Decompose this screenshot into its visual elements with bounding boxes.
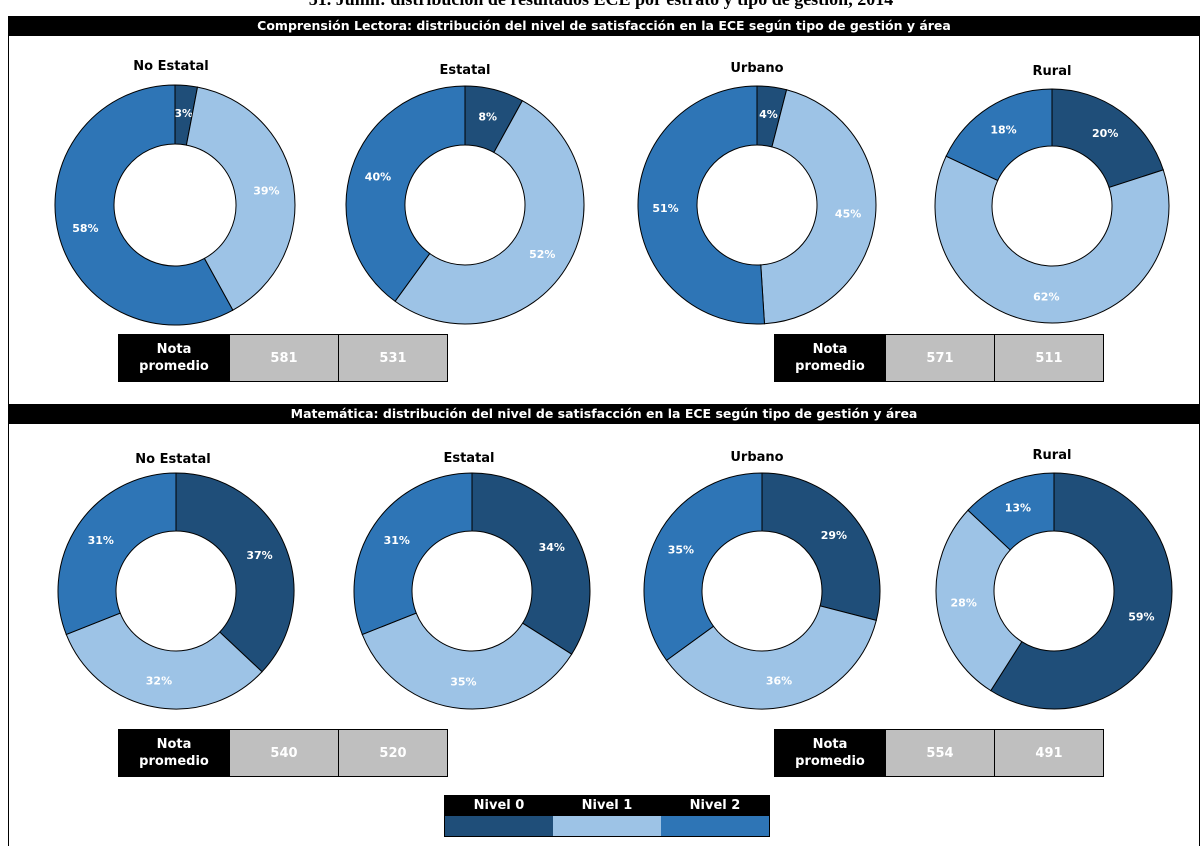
data-label: 4% xyxy=(759,108,778,121)
legend-item-nivel-0: Nivel 0 xyxy=(445,796,553,836)
section-title-matematica: Matemática: distribución del nivel de sa… xyxy=(8,404,1200,424)
score-value: 520 xyxy=(338,730,447,776)
donut-segment-nivel-0 xyxy=(1051,88,1164,189)
data-label: 51% xyxy=(652,202,678,215)
score-value: 554 xyxy=(885,730,994,776)
data-label: 62% xyxy=(1033,290,1059,303)
donut-segment-nivel-2 xyxy=(353,472,473,636)
score-value: 491 xyxy=(994,730,1103,776)
data-label: 3% xyxy=(174,107,193,120)
chart-title-lectura-estatal: Estatal xyxy=(439,63,491,78)
donut-segment-nivel-1 xyxy=(665,605,877,710)
data-label: 34% xyxy=(539,541,565,554)
data-label: 8% xyxy=(478,110,497,123)
data-label: 35% xyxy=(668,544,694,557)
data-label: 13% xyxy=(1005,501,1031,514)
chart-title-lectura-urbano: Urbano xyxy=(730,61,784,76)
data-label: 45% xyxy=(835,208,861,221)
figure-frame xyxy=(8,16,1200,846)
data-label: 28% xyxy=(951,596,977,609)
donut-segment-nivel-1 xyxy=(935,509,1023,692)
chart-title-matematica-urbano: Urbano xyxy=(730,450,784,465)
data-label: 18% xyxy=(990,124,1016,137)
chart-title-lectura-rural: Rural xyxy=(1032,64,1072,79)
legend-item-nivel-2: Nivel 2 xyxy=(661,796,769,836)
legend-label: Nivel 2 xyxy=(661,796,769,816)
chart-title-matematica-rural: Rural xyxy=(1032,448,1072,463)
data-label: 40% xyxy=(365,171,391,184)
page-title: 51. Junín: distribución de resultados EC… xyxy=(0,0,1202,10)
data-label: 52% xyxy=(529,248,555,261)
data-label: 31% xyxy=(88,534,114,547)
score-label: Nota promedio xyxy=(119,335,229,381)
score-value: 581 xyxy=(229,335,338,381)
legend-swatch xyxy=(553,816,661,836)
data-label: 35% xyxy=(450,676,476,689)
chart-title-matematica-estatal: Estatal xyxy=(443,451,495,466)
legend-swatch xyxy=(661,816,769,836)
data-label: 29% xyxy=(821,529,847,542)
score-table-lectura-area: Nota promedio 571 511 xyxy=(774,334,1104,382)
donut-segment-nivel-2 xyxy=(637,85,766,325)
data-label: 58% xyxy=(72,222,98,235)
score-label: Nota promedio xyxy=(119,730,229,776)
score-value: 531 xyxy=(338,335,447,381)
donut-segment-nivel-2 xyxy=(643,472,763,662)
donut-segment-nivel-0 xyxy=(990,472,1173,710)
legend: Nivel 0 Nivel 1 Nivel 2 xyxy=(444,795,770,837)
donut-segment-nivel-2 xyxy=(945,88,1053,182)
data-label: 32% xyxy=(146,674,172,687)
section-title-lectura: Comprensión Lectora: distribución del ni… xyxy=(8,16,1200,36)
donut-segment-nivel-1 xyxy=(65,612,263,710)
data-label: 39% xyxy=(253,185,279,198)
donut-segment-nivel-2 xyxy=(54,84,234,326)
donut-segment-nivel-0 xyxy=(761,472,881,621)
donut-segment-nivel-1 xyxy=(394,100,585,325)
donut-segment-nivel-0 xyxy=(471,472,591,655)
donut-segment-nivel-2 xyxy=(345,85,466,302)
donut-segment-nivel-1 xyxy=(185,86,296,311)
score-label: Nota promedio xyxy=(775,730,885,776)
score-table-matematica-area: Nota promedio 554 491 xyxy=(774,729,1104,777)
donut-segment-nivel-0 xyxy=(175,472,295,673)
legend-label: Nivel 1 xyxy=(553,796,661,816)
data-label: 59% xyxy=(1128,610,1154,623)
donut-segment-nivel-1 xyxy=(760,89,877,325)
donut-segment-nivel-1 xyxy=(361,612,573,710)
chart-title-lectura-no-estatal: No Estatal xyxy=(133,59,209,74)
donut-segment-nivel-1 xyxy=(934,155,1170,324)
legend-item-nivel-1: Nivel 1 xyxy=(553,796,661,836)
score-value: 511 xyxy=(994,335,1103,381)
score-value: 571 xyxy=(885,335,994,381)
score-table-matematica-gestion: Nota promedio 540 520 xyxy=(118,729,448,777)
score-table-lectura-gestion: Nota promedio 581 531 xyxy=(118,334,448,382)
data-label: 20% xyxy=(1092,127,1118,140)
legend-label: Nivel 0 xyxy=(445,796,553,816)
score-value: 540 xyxy=(229,730,338,776)
data-label: 37% xyxy=(246,549,272,562)
chart-title-matematica-no-estatal: No Estatal xyxy=(135,452,211,467)
data-label: 31% xyxy=(384,534,410,547)
donut-segment-nivel-2 xyxy=(967,472,1055,551)
legend-swatch xyxy=(445,816,553,836)
score-label: Nota promedio xyxy=(775,335,885,381)
donut-segment-nivel-2 xyxy=(57,472,177,636)
data-label: 36% xyxy=(766,674,792,687)
